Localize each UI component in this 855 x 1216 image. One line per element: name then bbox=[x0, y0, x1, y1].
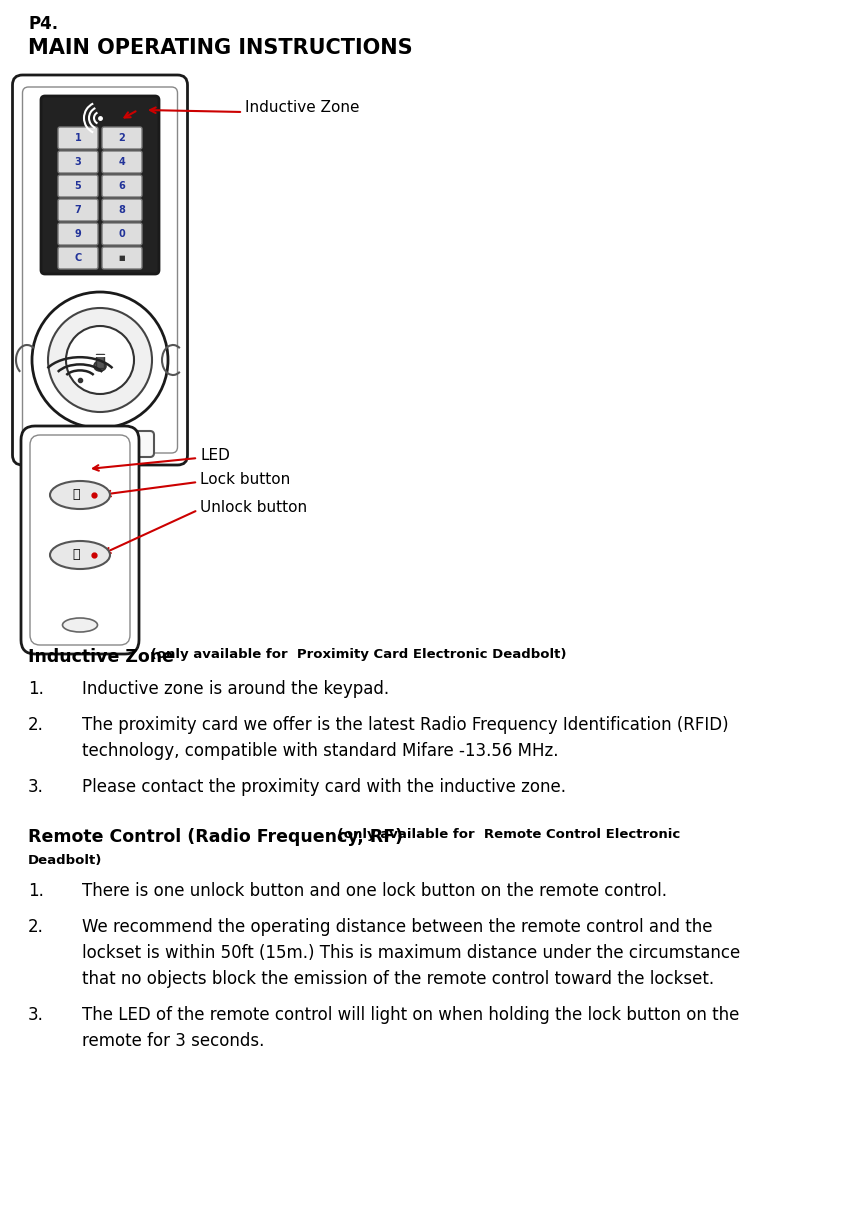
Text: P4.: P4. bbox=[28, 15, 58, 33]
Text: 9: 9 bbox=[74, 229, 81, 240]
Text: 🔒: 🔒 bbox=[73, 489, 80, 501]
Text: Inductive Zone: Inductive Zone bbox=[245, 100, 359, 116]
Text: 8: 8 bbox=[119, 206, 126, 215]
Text: 1.: 1. bbox=[28, 882, 44, 900]
Text: (only available for  Remote Control Electronic: (only available for Remote Control Elect… bbox=[333, 828, 681, 841]
Text: 6: 6 bbox=[119, 181, 126, 191]
Text: 5: 5 bbox=[74, 181, 81, 191]
Text: Unlock button: Unlock button bbox=[200, 500, 307, 516]
FancyBboxPatch shape bbox=[102, 199, 142, 221]
FancyBboxPatch shape bbox=[46, 430, 154, 457]
FancyBboxPatch shape bbox=[13, 75, 187, 465]
Ellipse shape bbox=[62, 618, 97, 632]
Text: We recommend the operating distance between the remote control and the: We recommend the operating distance betw… bbox=[82, 918, 712, 936]
Ellipse shape bbox=[50, 482, 110, 510]
Text: 🔓: 🔓 bbox=[73, 548, 80, 562]
FancyBboxPatch shape bbox=[58, 247, 98, 269]
Circle shape bbox=[32, 292, 168, 428]
Circle shape bbox=[66, 326, 134, 394]
Text: 0: 0 bbox=[119, 229, 126, 240]
FancyBboxPatch shape bbox=[58, 151, 98, 173]
Text: that no objects block the emission of the remote control toward the lockset.: that no objects block the emission of th… bbox=[82, 970, 714, 987]
Text: technology, compatible with standard Mifare -13.56 MHz.: technology, compatible with standard Mif… bbox=[82, 742, 558, 760]
Text: Remote Control (Radio Frequency, RF): Remote Control (Radio Frequency, RF) bbox=[28, 828, 403, 846]
FancyBboxPatch shape bbox=[21, 426, 139, 654]
Text: MAIN OPERATING INSTRUCTIONS: MAIN OPERATING INSTRUCTIONS bbox=[28, 38, 413, 58]
Circle shape bbox=[48, 308, 152, 412]
Text: Deadbolt): Deadbolt) bbox=[28, 854, 103, 867]
Text: There is one unlock button and one lock button on the remote control.: There is one unlock button and one lock … bbox=[82, 882, 667, 900]
Ellipse shape bbox=[94, 361, 106, 371]
FancyBboxPatch shape bbox=[102, 175, 142, 197]
Text: The proximity card we offer is the latest Radio Frequency Identification (RFID): The proximity card we offer is the lates… bbox=[82, 716, 728, 734]
Text: lockset is within 50ft (15m.) This is maximum distance under the circumstance: lockset is within 50ft (15m.) This is ma… bbox=[82, 944, 740, 962]
Text: Lock button: Lock button bbox=[200, 472, 290, 486]
Ellipse shape bbox=[50, 541, 110, 569]
FancyBboxPatch shape bbox=[102, 126, 142, 150]
FancyBboxPatch shape bbox=[58, 199, 98, 221]
Text: 2: 2 bbox=[119, 133, 126, 143]
Text: 7: 7 bbox=[74, 206, 81, 215]
Text: 1: 1 bbox=[74, 133, 81, 143]
Bar bbox=[96, 354, 104, 368]
Text: 3: 3 bbox=[74, 157, 81, 167]
FancyBboxPatch shape bbox=[58, 175, 98, 197]
Text: 1.: 1. bbox=[28, 680, 44, 698]
FancyBboxPatch shape bbox=[58, 126, 98, 150]
Text: 2.: 2. bbox=[28, 716, 44, 734]
Text: Inductive Zone: Inductive Zone bbox=[28, 648, 174, 666]
FancyBboxPatch shape bbox=[102, 223, 142, 244]
Text: remote for 3 seconds.: remote for 3 seconds. bbox=[82, 1032, 264, 1049]
Text: 2.: 2. bbox=[28, 918, 44, 936]
FancyBboxPatch shape bbox=[41, 96, 159, 274]
FancyBboxPatch shape bbox=[102, 151, 142, 173]
Text: The LED of the remote control will light on when holding the lock button on the: The LED of the remote control will light… bbox=[82, 1006, 740, 1024]
Text: Inductive zone is around the keypad.: Inductive zone is around the keypad. bbox=[82, 680, 389, 698]
Text: 3.: 3. bbox=[28, 1006, 44, 1024]
Text: 3.: 3. bbox=[28, 778, 44, 796]
Text: C: C bbox=[74, 253, 81, 263]
Text: ■: ■ bbox=[119, 255, 126, 261]
Text: 4: 4 bbox=[119, 157, 126, 167]
FancyBboxPatch shape bbox=[58, 223, 98, 244]
Text: (only available for  Proximity Card Electronic Deadbolt): (only available for Proximity Card Elect… bbox=[146, 648, 567, 662]
FancyBboxPatch shape bbox=[102, 247, 142, 269]
Text: Please contact the proximity card with the inductive zone.: Please contact the proximity card with t… bbox=[82, 778, 566, 796]
Text: LED: LED bbox=[200, 447, 230, 463]
